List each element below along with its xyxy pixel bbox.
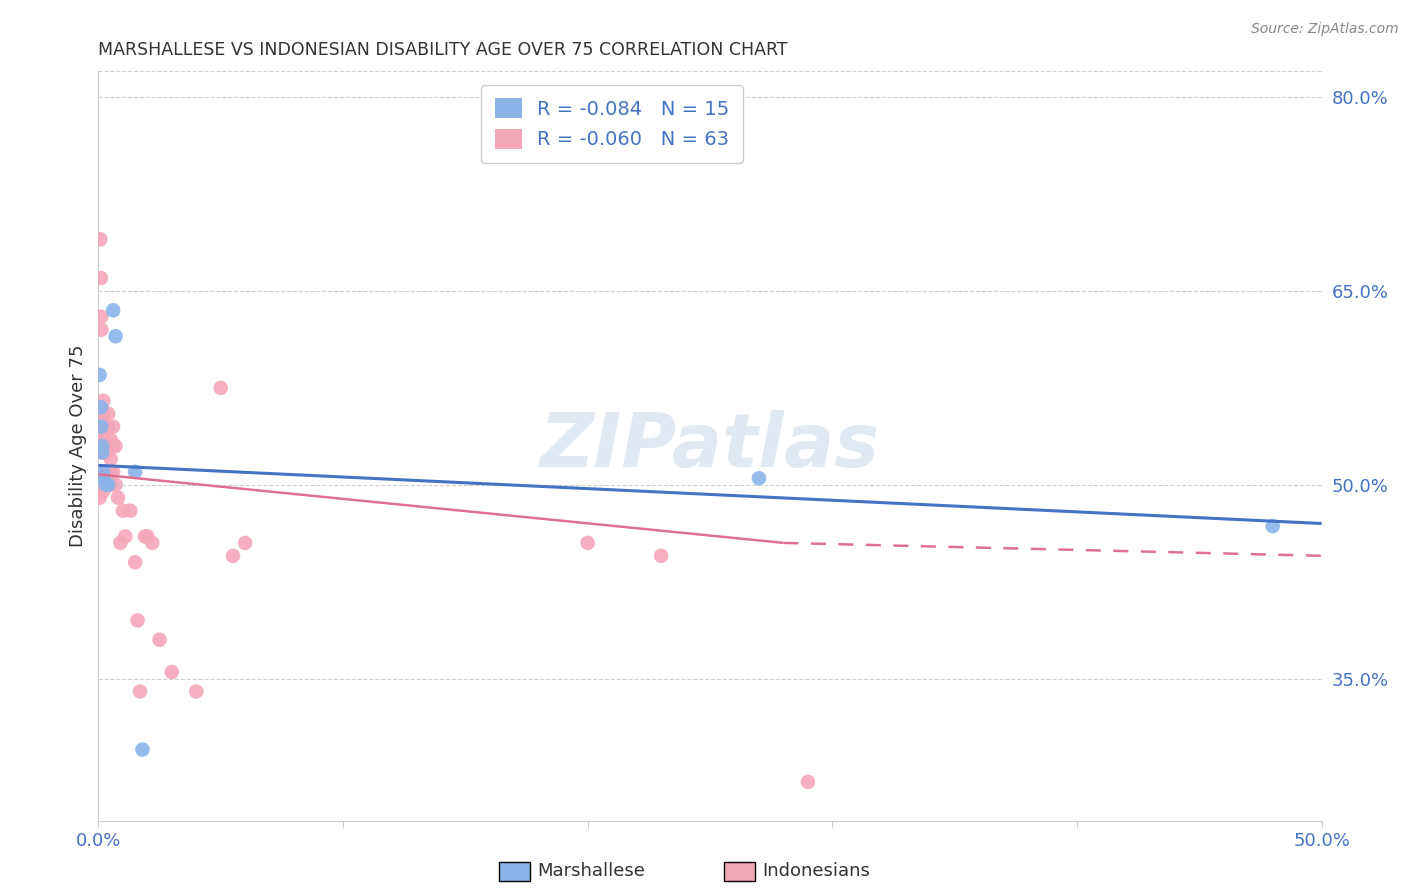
Point <box>89 471 111 485</box>
Point <box>94 465 117 479</box>
Point <box>90 401 112 415</box>
Point <box>114 529 136 543</box>
Point <box>94 471 117 485</box>
Point <box>131 742 153 756</box>
Point <box>91 407 114 421</box>
Point <box>101 465 124 479</box>
Point <box>101 303 124 318</box>
Text: Indonesians: Indonesians <box>762 863 870 880</box>
Point <box>89 477 111 491</box>
Point <box>104 477 127 491</box>
Point <box>93 426 115 441</box>
Point <box>97 477 120 491</box>
Point <box>93 439 115 453</box>
Point <box>110 536 132 550</box>
Point <box>91 393 114 408</box>
Point <box>97 407 120 421</box>
Point <box>91 484 114 499</box>
Point <box>111 503 134 517</box>
Point <box>797 775 820 789</box>
Point <box>100 465 122 479</box>
Point <box>91 445 114 459</box>
Point <box>90 419 112 434</box>
Text: Source: ZipAtlas.com: Source: ZipAtlas.com <box>1251 22 1399 37</box>
Point <box>576 536 599 550</box>
Point <box>748 471 770 485</box>
Point <box>233 536 256 550</box>
Point <box>91 471 114 485</box>
Point <box>90 426 112 441</box>
Point <box>94 433 117 447</box>
Point <box>124 465 146 479</box>
Point <box>91 465 114 479</box>
Point <box>91 465 114 479</box>
Point <box>89 477 111 491</box>
Text: ZIPatlas: ZIPatlas <box>540 409 880 483</box>
Text: MARSHALLESE VS INDONESIAN DISABILITY AGE OVER 75 CORRELATION CHART: MARSHALLESE VS INDONESIAN DISABILITY AGE… <box>98 41 787 59</box>
Point <box>90 323 112 337</box>
Point <box>89 484 111 499</box>
Point <box>104 439 127 453</box>
Point <box>94 445 117 459</box>
Point <box>100 477 122 491</box>
Point <box>124 555 146 569</box>
Point <box>94 477 117 491</box>
Point <box>136 529 159 543</box>
Point <box>91 445 114 459</box>
Point <box>89 368 111 382</box>
Legend: R = -0.084   N = 15, R = -0.060   N = 63: R = -0.084 N = 15, R = -0.060 N = 63 <box>481 85 744 163</box>
Point <box>127 614 149 628</box>
Point <box>101 419 124 434</box>
Point <box>97 477 120 491</box>
Point <box>91 419 114 434</box>
Point <box>91 477 114 491</box>
Point <box>90 465 112 479</box>
Point <box>90 310 112 324</box>
Point <box>186 684 208 698</box>
Point <box>93 407 115 421</box>
Point <box>97 465 120 479</box>
Point <box>141 536 163 550</box>
Point <box>650 549 672 563</box>
Point <box>94 477 117 491</box>
Point <box>134 529 156 543</box>
Point <box>101 439 124 453</box>
Point <box>129 684 152 698</box>
Point <box>100 433 122 447</box>
Point <box>94 419 117 434</box>
Point <box>100 451 122 466</box>
Y-axis label: Disability Age Over 75: Disability Age Over 75 <box>69 344 87 548</box>
Point <box>222 549 245 563</box>
Point <box>1261 519 1284 533</box>
Point <box>149 632 172 647</box>
Point <box>104 329 127 343</box>
Point <box>209 381 232 395</box>
Point <box>97 419 120 434</box>
Point <box>107 491 129 505</box>
Point <box>120 503 142 517</box>
Point <box>90 401 112 415</box>
Point <box>90 271 112 285</box>
Text: Marshallese: Marshallese <box>537 863 645 880</box>
Point <box>89 232 111 246</box>
Point <box>90 433 112 447</box>
Point <box>89 471 111 485</box>
Point <box>160 665 183 679</box>
Point <box>89 491 111 505</box>
Point <box>91 439 114 453</box>
